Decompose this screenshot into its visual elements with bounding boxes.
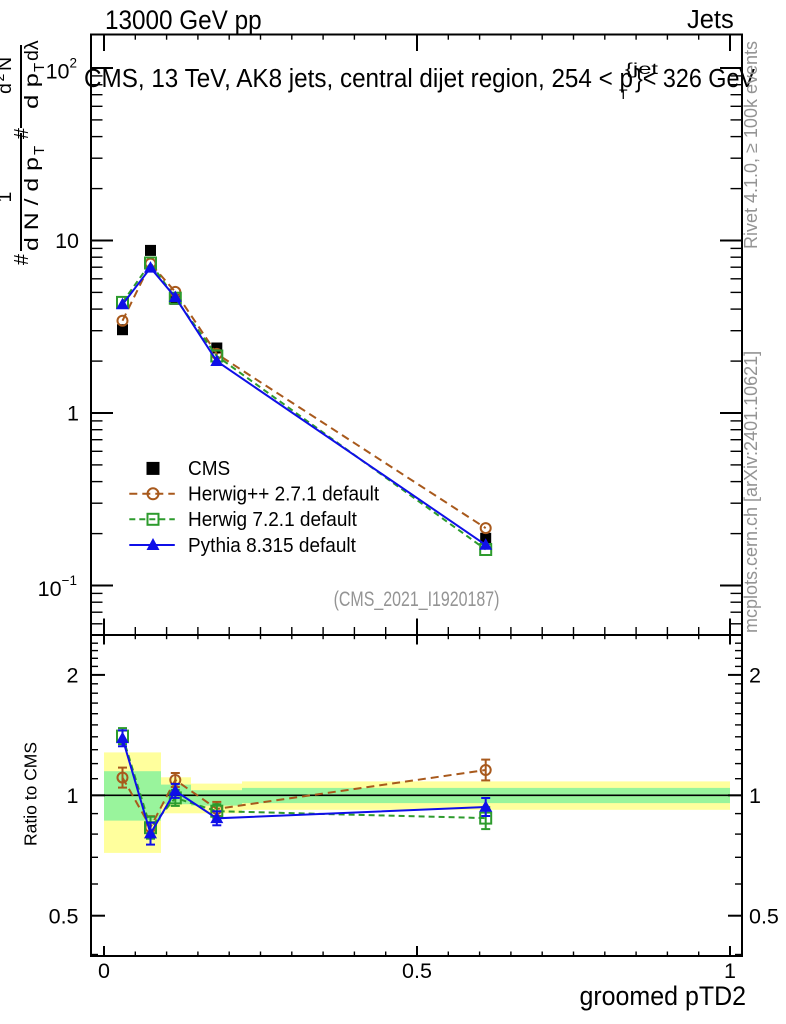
svg-text:d: d [0, 83, 16, 94]
svg-text:Herwig++ 2.7.1 default: Herwig++ 2.7.1 default [188, 483, 380, 506]
svg-text:13000 GeV pp: 13000 GeV pp [105, 6, 262, 35]
svg-text:d p: d p [21, 73, 43, 109]
svg-text:groomed pTD2: groomed pTD2 [579, 980, 746, 1011]
svg-text:Jets: Jets [687, 6, 734, 34]
svg-text:Pythia 8.315 default: Pythia 8.315 default [188, 534, 356, 557]
svg-text:1: 1 [67, 784, 79, 808]
svg-text:1: 1 [724, 959, 736, 983]
svg-text:mcplots.cern.ch [arXiv:2401.10: mcplots.cern.ch [arXiv:2401.10621] [741, 351, 761, 633]
svg-text:0.5: 0.5 [402, 959, 432, 983]
svg-text:T: T [31, 63, 48, 72]
svg-text:CMS: CMS [188, 458, 230, 481]
svg-text:1: 1 [67, 402, 79, 426]
svg-text:T: T [31, 146, 48, 155]
svg-text:d N / d p: d N / d p [21, 157, 43, 251]
svg-text:#: # [11, 127, 33, 139]
svg-text:1: 1 [749, 784, 761, 808]
svg-text:0.5: 0.5 [749, 904, 779, 928]
svg-text:2: 2 [749, 664, 761, 688]
svg-text:Rivet 4.1.0, ≥ 100k events: Rivet 4.1.0, ≥ 100k events [741, 41, 761, 249]
svg-text:CMS, 13 TeV, AK8 jets, central: CMS, 13 TeV, AK8 jets, central dijet reg… [84, 65, 633, 93]
svg-text:(CMS_2021_I1920187): (CMS_2021_I1920187) [334, 587, 500, 612]
svg-text:Ratio to CMS: Ratio to CMS [21, 742, 41, 846]
svg-text:2: 2 [0, 74, 7, 82]
svg-text:2: 2 [67, 664, 79, 688]
svg-text:{jet: {jet [625, 61, 659, 78]
svg-text:T: T [619, 86, 628, 102]
svg-text:1: 1 [0, 192, 16, 203]
svg-text:}< 326 GeV: }< 326 GeV [635, 65, 755, 93]
svg-text:10: 10 [55, 229, 79, 253]
svg-text:0: 0 [98, 959, 110, 983]
svg-text:N: N [0, 57, 16, 71]
svg-text:0.5: 0.5 [49, 904, 79, 928]
svg-text:#: # [11, 253, 33, 265]
svg-text:dλ: dλ [21, 40, 43, 61]
svg-text:Herwig 7.2.1 default: Herwig 7.2.1 default [188, 509, 357, 532]
